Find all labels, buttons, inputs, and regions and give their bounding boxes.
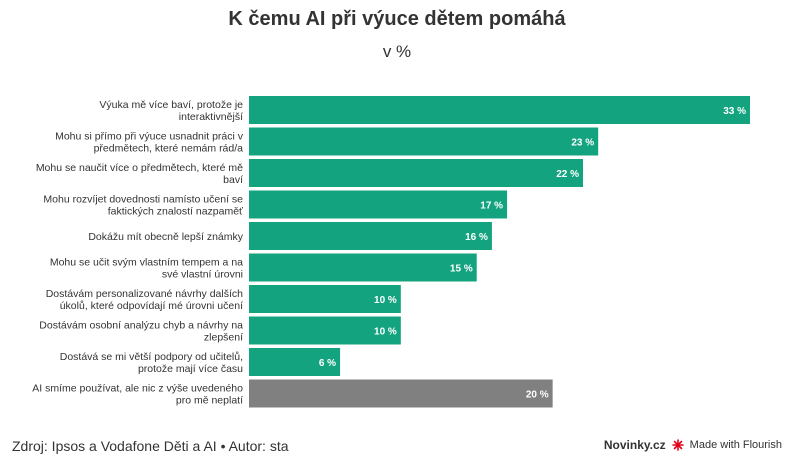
bar-10 — [249, 379, 553, 408]
category-label-9: Dostává se mi větší podpory od učitelů, p… — [60, 351, 243, 375]
bar-1 — [249, 96, 750, 124]
brand-name[interactable]: Novinky.cz — [603, 438, 666, 452]
bar-value-label-9: 6 % — [319, 358, 336, 369]
bar-2 — [249, 127, 599, 156]
footer-branding: Novinky.cz Made with Flourish — [604, 438, 782, 452]
bar-value-label-6: 15 % — [450, 264, 473, 275]
chart-subtitle: v % — [382, 42, 412, 61]
bar-value-label-1: 33 % — [723, 106, 746, 117]
bar-value-label-3: 22 % — [556, 169, 579, 180]
bar-value-label-10: 20 % — [526, 390, 549, 401]
category-label-8: Dostávám osobní analýzu chyb a návrhy na… — [39, 320, 243, 344]
bar-7 — [249, 285, 401, 313]
bar-3 — [249, 159, 583, 187]
bar-value-label-8: 10 % — [374, 327, 397, 338]
category-label-6: Mohu se učit svým vlastním tempem a na sv… — [50, 257, 243, 281]
bar-chart: 33 % Výuka mě více baví, protože je intera… — [32, 96, 750, 408]
bar-4 — [249, 190, 508, 219]
made-with-flourish-link[interactable]: Made with Flourish — [689, 439, 782, 451]
bar-9 — [249, 348, 341, 376]
category-label-2: Mohu si přímo při výuce usnadnit práci v… — [55, 131, 244, 155]
category-label-5: Dokážu mít obecně lepší známky — [88, 231, 243, 243]
bar-value-label-4: 17 % — [480, 201, 503, 212]
bar-6 — [249, 253, 477, 282]
category-label-1: Výuka mě více baví, protože je interaktiv… — [99, 99, 243, 123]
chart-title: K čemu AI při výuce dětem pomáhá — [228, 8, 566, 30]
flourish-logo-icon — [671, 439, 684, 451]
category-label-3: Mohu se naučit více o předmětech, které … — [36, 162, 243, 186]
bar-value-label-2: 23 % — [571, 138, 594, 149]
category-label-10: AI smíme používat, ale nic z výše uveden… — [32, 383, 243, 407]
category-label-7: Dostávám personalizované návrhy dalších ú… — [46, 288, 243, 312]
category-label-4: Mohu rozvíjet dovednosti namísto učení s… — [43, 194, 244, 218]
source-note: Zdroj: Ipsos a Vodafone Děti a AI • Auto… — [12, 438, 289, 454]
bar-8 — [249, 316, 401, 345]
bar-value-label-5: 16 % — [465, 232, 488, 243]
bar-value-label-7: 10 % — [374, 295, 397, 306]
bar-5 — [249, 222, 492, 250]
